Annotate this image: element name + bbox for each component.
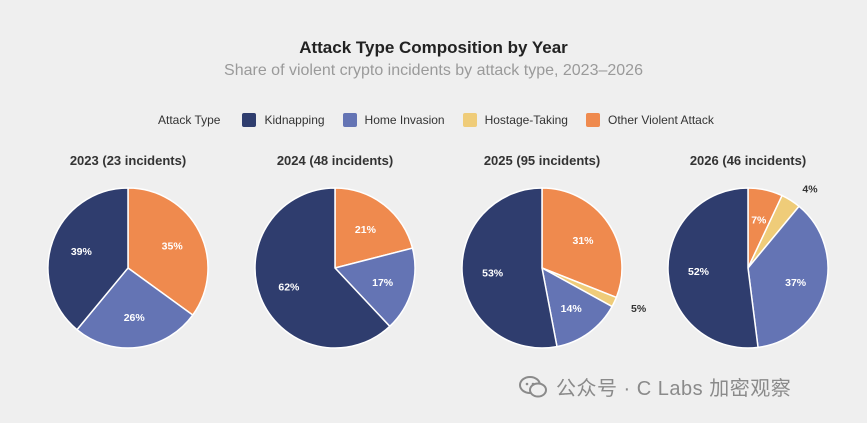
pie-title-2026: 2026 (46 incidents) bbox=[690, 153, 806, 168]
legend: Attack Type Kidnapping Home Invasion Hos… bbox=[158, 110, 732, 130]
slice-2025-kidnapping bbox=[461, 187, 558, 349]
chart-subtitle: Share of violent crypto incidents by att… bbox=[224, 62, 643, 79]
legend-item-home-invasion: Home Invasion bbox=[342, 113, 445, 127]
pie-2026: 2026 (46 incidents) 7% 4% 37% 52% bbox=[667, 153, 829, 349]
slice-2023-kidnapping bbox=[47, 187, 129, 331]
legend-swatch-kidnapping bbox=[242, 113, 257, 127]
pie-2025: 2025 (95 incidents) 31% 5% 14% 53% bbox=[461, 153, 647, 349]
legend-item-other-violent-attack: Other Violent Attack bbox=[585, 113, 714, 127]
slice-label-2023-other-violent-attack: 35% bbox=[162, 240, 184, 252]
pie-title-2025: 2025 (95 incidents) bbox=[484, 153, 600, 168]
pie-2023: 2023 (23 incidents) 35% 26% 39% bbox=[47, 153, 209, 349]
slice-2023-other-violent-attack bbox=[127, 187, 209, 317]
slice-2024-other-violent-attack bbox=[334, 187, 414, 269]
slice-label-2023-home-invasion: 26% bbox=[124, 312, 146, 324]
slice-label-2025-kidnapping: 53% bbox=[482, 268, 504, 280]
legend-label-kidnapping: Kidnapping bbox=[264, 113, 325, 127]
watermark: 公众号 · C Labs 加密观察 bbox=[518, 372, 791, 401]
slice-label-2023-kidnapping: 39% bbox=[71, 246, 93, 258]
wechat-icon bbox=[519, 375, 547, 397]
slice-2026-home-invasion bbox=[747, 205, 829, 349]
slice-label-2025-other-violent-attack: 31% bbox=[573, 235, 595, 247]
slice-label-2026-other-violent-attack: 7% bbox=[751, 215, 767, 227]
slice-label-2025-hostage-taking: 5% bbox=[631, 303, 647, 315]
pie-title-2023: 2023 (23 incidents) bbox=[70, 153, 186, 168]
legend-item-hostage-taking: Hostage-Taking bbox=[462, 113, 568, 127]
watermark-text: 公众号 · C Labs 加密观察 bbox=[556, 378, 792, 400]
slice-label-2024-home-invasion: 17% bbox=[372, 277, 394, 289]
slice-label-2025-home-invasion: 14% bbox=[561, 303, 583, 315]
legend-title: Attack Type bbox=[158, 113, 221, 127]
chart-title: Attack Type Composition by Year bbox=[299, 38, 568, 57]
slice-label-2026-hostage-taking: 4% bbox=[802, 184, 818, 196]
legend-swatch-home-invasion bbox=[342, 113, 357, 127]
slice-2025-other-violent-attack bbox=[541, 187, 623, 299]
legend-label-other-violent-attack: Other Violent Attack bbox=[607, 113, 714, 127]
slice-label-2024-other-violent-attack: 21% bbox=[355, 224, 377, 236]
slice-label-2024-kidnapping: 62% bbox=[278, 281, 300, 293]
slice-label-2026-home-invasion: 37% bbox=[785, 277, 807, 289]
legend-label-hostage-taking: Hostage-Taking bbox=[484, 113, 568, 127]
legend-swatch-hostage-taking bbox=[462, 113, 477, 127]
pie-2024: 2024 (48 incidents) 21% 17% 62% bbox=[254, 153, 416, 349]
slice-2025-home-invasion bbox=[540, 266, 614, 348]
legend-label-home-invasion: Home Invasion bbox=[364, 113, 445, 127]
legend-item-kidnapping: Kidnapping bbox=[242, 113, 325, 127]
slice-2026-kidnapping bbox=[667, 187, 759, 349]
legend-swatch-other-violent-attack bbox=[585, 113, 600, 127]
slice-2024-home-invasion bbox=[333, 247, 416, 328]
slice-2023-home-invasion bbox=[75, 266, 194, 349]
slice-2024-kidnapping bbox=[254, 187, 391, 349]
slice-label-2026-kidnapping: 52% bbox=[688, 266, 710, 278]
pie-title-2024: 2024 (48 incidents) bbox=[277, 153, 393, 168]
